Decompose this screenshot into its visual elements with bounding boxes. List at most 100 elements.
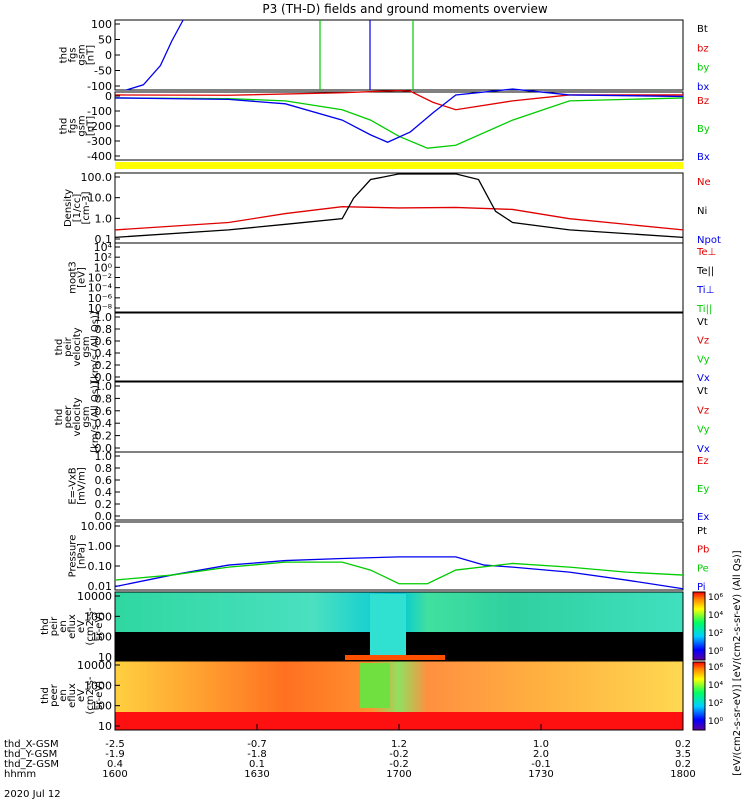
colorbar-tick: 10⁰: [708, 717, 723, 727]
legend-Ni: Ni: [697, 206, 707, 217]
x-row-name: thd_X-GSM: [4, 739, 59, 750]
panel-frame: [114, 521, 684, 591]
y-tick-label: 10⁰: [94, 261, 113, 274]
y-axis-label: thd: [54, 339, 65, 356]
y-tick-label: 0.8: [95, 323, 113, 336]
colorbar-tick: 10⁰: [708, 647, 723, 657]
legend-Bz: Bz: [697, 96, 709, 107]
y-tick-label: 0: [105, 49, 112, 62]
y-tick-label: -50: [94, 65, 112, 78]
y-tick-label: 0.8: [95, 392, 113, 405]
x-tick-label: -1.9: [105, 749, 125, 760]
legend-Ne: Ne: [697, 177, 711, 188]
y-tick-label: 10000: [77, 659, 112, 672]
y-axis-label: thd: [59, 118, 70, 135]
legend-Pe: Pe: [697, 563, 709, 574]
y-tick-label: 0.6: [95, 474, 113, 487]
y-axis-label: [km/s (All Qs)]: [90, 311, 101, 383]
y-tick-label: 100: [91, 18, 112, 31]
y-axis-label: [1/cc]: [72, 194, 83, 223]
panel-frame: [114, 91, 684, 161]
y-axis-label: thd: [59, 47, 70, 64]
y-tick-label: 10⁻⁸: [88, 302, 113, 315]
y-axis-label: gsm: [81, 406, 92, 427]
y-tick-label: 10.00: [81, 520, 113, 533]
series-pressure-Pi: [114, 556, 684, 590]
legend-bz: bz: [697, 43, 709, 54]
y-axis-label: sr-eV): [94, 612, 105, 641]
x-tick-label: -0.2: [389, 759, 409, 770]
y-tick-label: 1.0: [95, 450, 113, 463]
legend-Pb: Pb: [697, 545, 709, 556]
y-tick-label: 0.10: [88, 560, 113, 573]
x-tick-label: 1600: [102, 769, 127, 780]
y-tick-label: 1000: [84, 679, 112, 692]
x-axis-labels: thd_X-GSM -2.5 -0.7 1.2 1.0 0.2 thd_Y-GSM -1.9 -…: [4, 724, 696, 780]
y-tick-label: 0.01: [88, 580, 113, 593]
colorbar-tick: 10⁴: [708, 681, 723, 691]
y-tick-label: 10: [98, 651, 112, 664]
x-row-name: hhmm: [4, 769, 36, 780]
y-axis-label: gsm: [77, 115, 88, 136]
y-tick-label: 10⁻⁴: [88, 282, 113, 295]
x-row-name: thd_Z-GSM: [4, 759, 59, 770]
spectrogram-band: [345, 655, 445, 660]
y-axis-label: en: [58, 620, 69, 633]
colorbar-tick: 10⁶: [708, 593, 723, 603]
y-axis-label: gsm: [77, 44, 88, 65]
legend-Bt: Bt: [697, 24, 708, 35]
legend-Pi: Pi: [697, 582, 706, 593]
y-axis-label: peir: [63, 336, 74, 356]
x-tick-label: 0.1: [249, 759, 265, 770]
colorbar-tick: 10²: [708, 699, 723, 709]
y-axis-label: [mV/m]: [77, 467, 88, 505]
y-tick-label: 1.0: [95, 311, 113, 324]
y-axis-label: (cm2-s-: [85, 676, 96, 714]
series-fgs-Bz: [114, 89, 683, 111]
y-axis-label: eV: [76, 689, 87, 702]
y-tick-label: 0.1: [95, 233, 113, 246]
panel-peir-vel: 1.00.80.60.40.20.0 thdpeirvelocitygsm[km/…: [54, 311, 710, 384]
y-tick-label: 0.2: [95, 430, 113, 443]
legend-Ez: Ez: [697, 456, 709, 467]
y-axis-label: fgs: [68, 47, 79, 62]
y-axis-label: thd: [54, 409, 65, 426]
legend-Bx: Bx: [697, 152, 710, 163]
y-tick-label: 100.0: [81, 171, 113, 184]
legend-Vy: Vy: [697, 425, 710, 436]
x-tick-label: -1.8: [247, 749, 267, 760]
legend-Vy: Vy: [697, 354, 710, 365]
colorbar-tick: 10⁶: [708, 663, 723, 673]
y-axis-label: peir: [49, 616, 60, 636]
y-axis-label: thd: [40, 687, 51, 704]
spectrogram-band: [360, 663, 390, 708]
panel-peer-spec: 10000 1000 100 10 thdpeerenefluxeV(cm2-s-sr-…: [40, 659, 684, 733]
y-axis-label: [nPa]: [77, 543, 88, 569]
y-tick-label: 50: [98, 34, 112, 47]
x-tick-label: 1.2: [391, 739, 407, 750]
x-tick-label: -0.2: [389, 749, 409, 760]
y-tick-label: 0.2: [95, 498, 113, 511]
y-axis-label: eflux: [67, 683, 78, 708]
y-axis-label: [nT]: [86, 116, 97, 136]
legend-by: by: [697, 63, 709, 74]
y-tick-label: 100: [91, 700, 112, 713]
series-pressure-Pe: [114, 561, 684, 585]
y-tick-label: 10⁻²: [88, 272, 112, 285]
y-tick-label: -200: [87, 120, 112, 133]
y-tick-label: 1000: [84, 610, 112, 623]
flag-bar: [115, 162, 683, 169]
y-tick-label: 10⁴: [94, 241, 113, 254]
panel-frame: [114, 242, 684, 313]
y-tick-label: 0.2: [95, 359, 113, 372]
y-axis-label: peer: [63, 405, 74, 429]
legend-Ti||: Ti||: [696, 304, 712, 315]
y-tick-label: 0.6: [95, 335, 113, 348]
y-tick-label: 10.0: [88, 192, 113, 205]
y-axis-label: moqt3: [68, 261, 79, 294]
panel-frame: [114, 312, 684, 382]
legend-Te||: Te||: [696, 266, 714, 277]
y-axis-label: Pressure: [68, 535, 79, 578]
chart-title: P3 (TH-D) fields and ground moments over…: [262, 2, 547, 16]
